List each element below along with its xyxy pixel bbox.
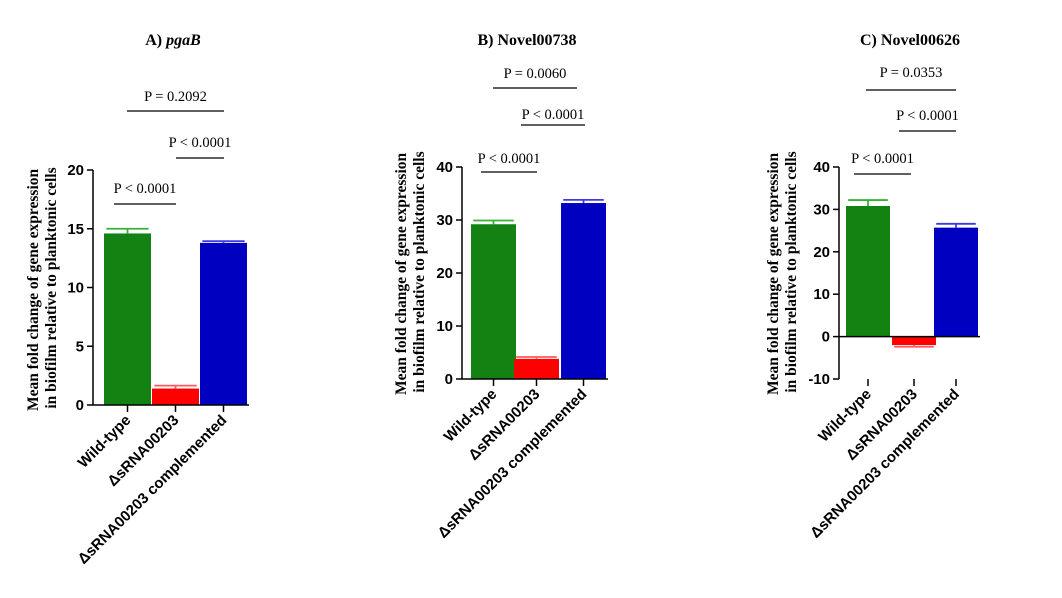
panel-c-errorbar-complemented — [936, 222, 976, 228]
panel-a-pvalue-label: P < 0.0001 — [114, 181, 177, 197]
panel-a-bar-wild-type — [104, 233, 151, 405]
panel-a-ytick-label: 10 — [67, 280, 84, 297]
panel-b-ylabel: Mean fold change of gene expression in b… — [393, 149, 428, 395]
panel-a-bar-deletion — [152, 388, 199, 405]
panel-a-significance-1: P < 0.0001 — [114, 181, 177, 205]
panel-a-ylabel: Mean fold change of gene expression in b… — [25, 165, 60, 411]
panel-a-ytick-label: 20 — [67, 162, 84, 179]
panel-b-pvalue-label: P = 0.0060 — [504, 66, 567, 82]
panel-b-bar-deletion — [514, 358, 559, 379]
panel-b-significance-3: P = 0.0060 — [493, 66, 577, 89]
panel-a-errorbar-deletion — [154, 384, 197, 389]
panel-b-errorbar-deletion — [516, 356, 557, 359]
panel-b-bar-complemented — [561, 203, 606, 379]
panel-c-significance-2: P < 0.0001 — [896, 108, 959, 132]
panel-c-bar-deletion — [892, 336, 936, 346]
panel-b-significance-1: P < 0.0001 — [478, 151, 541, 173]
panel-b-ytick-label: 30 — [436, 212, 453, 229]
panel-c-significance-3: P = 0.0353 — [866, 65, 956, 91]
panel-a-ytick-label: 0 — [76, 397, 84, 414]
panel-b-ytick-label: 20 — [436, 265, 453, 282]
panel-b-pvalue-label: P < 0.0001 — [522, 107, 585, 123]
panel-b-errorbar-wild-type — [473, 219, 514, 225]
panel-b-title: B) Novel00738 — [477, 32, 576, 49]
panel-a-significance-2: P < 0.0001 — [169, 135, 232, 159]
panel-a-ytick-label: 5 — [76, 338, 84, 355]
panel-c-ytick-label: -10 — [808, 371, 830, 388]
panel-b-bar-wild-type — [471, 224, 516, 379]
panel-c-errorbar-wild-type — [848, 199, 888, 207]
panel-a-pvalue-label: P = 0.2092 — [144, 89, 207, 105]
panel-c-bar-wild-type — [846, 206, 890, 337]
panel-b-ytick-label: 40 — [436, 159, 453, 176]
panel-a-bar-complemented — [200, 242, 247, 405]
panel-c-ytick-label: 30 — [813, 201, 830, 218]
panel-c-title: C) Novel00626 — [860, 32, 960, 49]
panel-a-title: A) pgaB — [145, 32, 201, 49]
panel-c-ytick-label: 40 — [813, 159, 830, 176]
panel-c-ytick-label: 10 — [813, 286, 830, 303]
panel-c-pvalue-label: P = 0.0353 — [880, 65, 943, 81]
panel-a-errorbar-complemented — [202, 240, 245, 243]
panel-c-pvalue-label: P < 0.0001 — [851, 151, 914, 167]
panel-a-pvalue-label: P < 0.0001 — [169, 135, 232, 151]
panel-b-ytick-label: 10 — [436, 318, 453, 335]
panel-c-ytick-label: 0 — [822, 329, 830, 346]
panel-c-ylabel: Mean fold change of gene expression in b… — [765, 149, 800, 395]
panel-c: C) Novel00626 Mean fold change of gene e… — [765, 32, 980, 542]
panel-b-errorbar-complemented — [563, 198, 604, 204]
panel-a: A) pgaB Mean fold change of gene express… — [25, 32, 249, 568]
panel-c-errorbar-deletion — [894, 345, 934, 348]
panel-b-significance-2: P < 0.0001 — [521, 107, 585, 126]
panel-c-pvalue-label: P < 0.0001 — [896, 108, 959, 124]
panel-b: B) Novel00738 Mean fold change of gene e… — [393, 32, 608, 542]
panel-c-significance-1: P < 0.0001 — [851, 151, 914, 175]
panel-c-ytick-label: 20 — [813, 244, 830, 261]
panel-a-errorbar-wild-type — [106, 227, 149, 234]
panel-c-bar-complemented — [934, 227, 978, 337]
panel-b-ytick-label: 0 — [445, 371, 453, 388]
panel-b-pvalue-label: P < 0.0001 — [478, 151, 541, 167]
panel-a-significance-3: P = 0.2092 — [127, 89, 224, 112]
panel-a-ytick-label: 15 — [67, 221, 84, 238]
panel-c-plot: -10010203040Wild-typeΔsRNA00203ΔsRNA0020… — [807, 65, 980, 542]
